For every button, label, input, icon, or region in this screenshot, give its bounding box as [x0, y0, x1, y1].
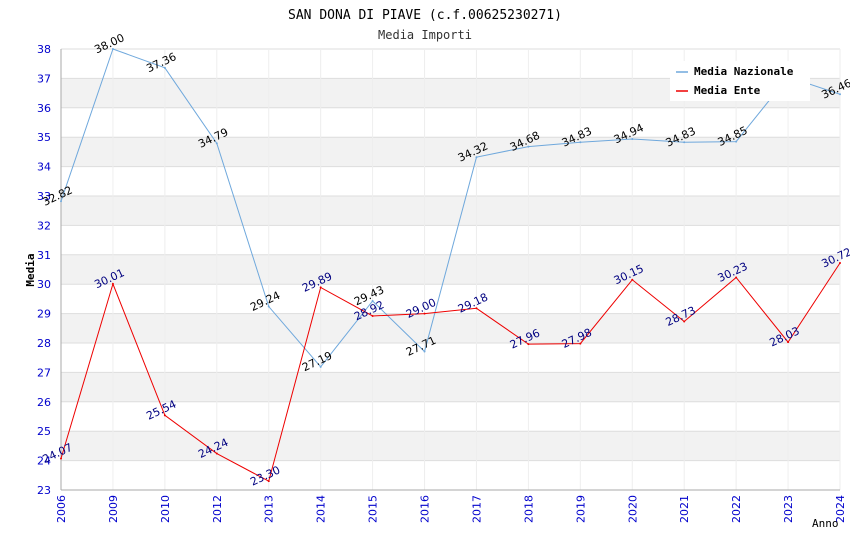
grid-band: [61, 254, 840, 285]
data-point: [735, 140, 738, 143]
data-point: [267, 305, 270, 308]
data-point: [319, 365, 322, 368]
y-tick-label: 38: [37, 43, 51, 56]
data-point: [527, 343, 530, 346]
y-tick-label: 30: [37, 278, 51, 291]
x-tick-label: 2023: [782, 495, 795, 523]
data-point: [839, 93, 841, 96]
data-point: [60, 457, 62, 460]
y-axis-ticks: 23 24 25 26 27 28 29 30 31 32 33 34 35 36 37 38: [37, 43, 51, 497]
data-point: [111, 282, 114, 285]
x-tick-label: 2010: [159, 495, 172, 523]
data-point: [475, 156, 478, 159]
data-point: [631, 278, 634, 281]
data-label: 27.19: [300, 349, 334, 374]
x-tick-label: 2019: [574, 495, 587, 523]
data-point: [423, 350, 426, 353]
y-tick-label: 36: [37, 102, 51, 115]
y-tick-label: 32: [37, 219, 51, 232]
y-tick-label: 23: [37, 484, 51, 497]
x-tick-label: 2020: [626, 495, 639, 523]
data-point: [631, 137, 634, 140]
data-label: 37.36: [144, 50, 178, 75]
data-point: [319, 286, 322, 289]
x-tick-label: 2017: [470, 495, 483, 523]
x-tick-label: 2022: [730, 495, 743, 523]
series-lines: [60, 48, 841, 483]
y-tick-label: 27: [37, 366, 51, 379]
data-point: [475, 307, 478, 310]
data-point: [215, 142, 218, 145]
x-tick-label: 2018: [522, 495, 535, 523]
data-label: 24.07: [40, 441, 74, 466]
y-tick-label: 33: [37, 190, 51, 203]
y-tick-label: 31: [37, 249, 51, 262]
legend-box: [670, 61, 810, 101]
data-point: [60, 200, 62, 203]
y-tick-label: 35: [37, 131, 51, 144]
data-point: [111, 48, 114, 50]
data-point: [163, 414, 166, 417]
y-tick-label: 28: [37, 337, 51, 350]
legend: Media Nazionale Media Ente: [670, 61, 810, 101]
x-tick-label: 2015: [367, 495, 380, 523]
grid-bands: [61, 78, 840, 461]
y-axis-label: Media: [24, 253, 37, 286]
data-point: [163, 66, 166, 69]
data-point: [267, 480, 270, 483]
data-label: 38.00: [92, 31, 126, 56]
data-label: 29.24: [248, 289, 282, 314]
data-point: [423, 312, 426, 315]
x-axis-ticks: 2006 2009 2010 2012 2013 2014 2015 2016 2017 2018…: [55, 495, 847, 523]
x-tick-label: 2006: [55, 495, 68, 523]
x-tick-label: 2021: [678, 495, 691, 523]
data-point: [371, 314, 374, 317]
x-tick-label: 2014: [315, 495, 328, 523]
data-point: [683, 320, 686, 323]
y-tick-label: 37: [37, 72, 51, 85]
y-tick-label: 25: [37, 425, 51, 438]
series-line-nazionale: [60, 48, 841, 368]
data-point: [215, 452, 218, 455]
data-label: 23.30: [248, 463, 282, 488]
x-tick-label: 2009: [107, 495, 120, 523]
chart-subtitle: Media Importi: [378, 28, 472, 42]
x-tick-label: 2016: [419, 495, 432, 523]
legend-label-ente: Media Ente: [694, 84, 761, 97]
legend-label-nazionale: Media Nazionale: [694, 65, 794, 78]
data-point: [683, 141, 686, 144]
y-tick-label: 26: [37, 396, 51, 409]
grid-band: [61, 372, 840, 402]
data-point: [579, 342, 582, 345]
data-point: [839, 262, 841, 265]
data-point: [787, 341, 790, 344]
data-point: [579, 141, 582, 144]
y-tick-label: 34: [37, 161, 51, 174]
data-point: [527, 145, 530, 148]
x-tick-label: 2024: [834, 495, 847, 523]
x-axis-label: Anno: [812, 517, 839, 530]
data-label: 29.18: [456, 291, 490, 316]
grid-band: [61, 313, 840, 343]
data-point: [371, 299, 374, 302]
x-tick-label: 2013: [263, 495, 276, 523]
data-point: [735, 276, 738, 279]
y-tick-label: 29: [37, 308, 51, 321]
chart-title: SAN DONA DI PIAVE (c.f.00625230271): [288, 8, 562, 23]
grid-band: [61, 431, 840, 461]
grid-band: [61, 196, 840, 226]
y-tick-label: 24: [37, 455, 51, 468]
x-tick-label: 2012: [211, 495, 224, 523]
series-line-ente: [60, 262, 841, 482]
